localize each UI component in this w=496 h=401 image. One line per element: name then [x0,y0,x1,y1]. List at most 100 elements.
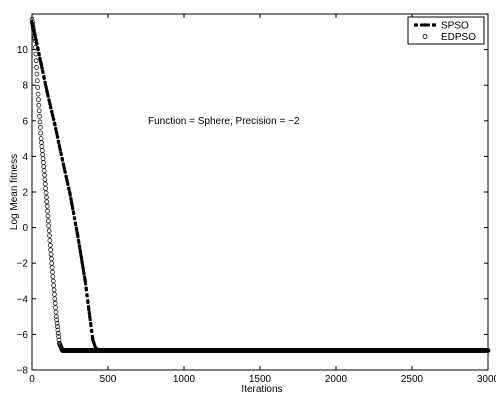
data-point-edpso [33,58,39,64]
data-point-spso [42,76,46,80]
data-point-spso [76,238,81,242]
data-point-spso [44,84,48,89]
data-point-edpso [54,320,60,326]
data-point-edpso [41,168,47,173]
legend-sample-spso [414,23,436,27]
data-point-spso [50,113,55,118]
legend-marker-edpso [422,34,428,39]
data-point-edpso [35,91,41,97]
data-point-edpso [34,78,40,84]
chart-annotation: Function = Sphere, Precision = −2 [148,116,300,127]
data-point-edpso [53,314,59,319]
data-point-spso [75,233,80,237]
data-point-edpso [52,300,58,306]
data-point-spso [58,148,62,152]
data-point-edpso [56,334,61,339]
data-point-spso [68,192,72,196]
data-point-spso [55,135,60,139]
data-point-spso [50,109,54,114]
plot-area [31,13,489,371]
y-tick-label: 10 [17,45,29,56]
data-point-edpso [36,108,42,114]
series-spso [30,21,490,353]
legend-label-edpso: EDPSO [441,32,476,43]
y-tick-label: −2 [17,259,29,270]
data-point-edpso [48,251,54,257]
data-point-edpso [43,186,49,191]
x-tick-label: 2500 [401,374,424,385]
data-point-edpso [42,181,48,187]
legend-marker-spso [432,23,436,27]
x-tick-label: 2000 [325,374,348,385]
data-point-spso [34,37,38,42]
data-point-spso [62,166,66,170]
data-point-spso [33,33,37,38]
x-axis-title: Iterations [241,384,282,395]
data-point-edpso [55,330,61,336]
data-point-edpso [45,208,50,214]
data-point-edpso [42,172,47,178]
data-point-edpso [53,309,59,315]
data-point-spso [82,271,86,276]
data-point-spso [91,338,95,342]
data-point-edpso [49,256,54,262]
data-point-spso [92,343,97,347]
data-point-spso [40,66,44,70]
data-point-spso [57,144,62,148]
data-point-edpso [50,278,56,284]
legend-label-spso: SPSO [441,21,469,32]
legend-box [407,16,485,45]
data-point-spso [87,307,91,312]
data-point-spso [63,170,67,174]
data-point-spso [47,98,51,102]
data-point-edpso [37,119,43,125]
data-point-spso [89,328,94,333]
data-point-edpso [45,213,51,219]
y-tick-label: −4 [17,294,29,305]
y-tick-label: 4 [22,152,28,163]
data-point-spso [61,162,66,166]
data-point-edpso [45,218,51,224]
data-point-spso [59,152,63,156]
data-point-spso [78,249,83,254]
data-point-edpso [52,292,57,297]
data-point-edpso [49,265,55,270]
data-point-spso [486,348,490,353]
data-point-spso [60,158,65,162]
data-point-edpso [50,269,55,275]
data-point-edpso [51,283,57,288]
series-layer [29,16,491,353]
data-point-edpso [36,97,41,103]
data-point-spso [36,47,40,52]
data-point-edpso [42,177,48,182]
data-point-edpso [44,203,50,209]
data-point-edpso [55,327,61,333]
data-point-spso [80,260,84,265]
data-point-spso [70,201,74,206]
data-point-spso [79,255,83,259]
data-point-edpso [34,65,39,70]
data-point-spso [35,42,39,46]
data-point-edpso [43,190,49,196]
data-point-spso [67,186,71,191]
data-point-spso [45,90,49,95]
x-tick-label: 500 [100,374,117,385]
data-point-spso [39,62,43,66]
data-point-edpso [44,194,49,200]
legend-marker-spso [423,23,427,27]
y-tick-label: −6 [17,330,29,341]
data-point-edpso [47,243,53,248]
data-point-edpso [38,130,44,136]
data-point-spso [54,131,59,135]
x-tick-label: 3000 [477,374,496,385]
data-point-spso [38,56,42,60]
y-tick-label: 8 [22,81,28,92]
data-point-edpso [52,296,58,302]
data-point-spso [72,216,77,221]
data-point-edpso [44,199,50,205]
axis-ticks: 0 500 1000 1500 2000 2500 3000 −8 −6 −4 −2 0 2 4 6 8 10 [17,14,496,385]
data-point-spso [53,122,57,127]
data-point-spso [81,266,85,270]
data-point-edpso [51,287,57,293]
